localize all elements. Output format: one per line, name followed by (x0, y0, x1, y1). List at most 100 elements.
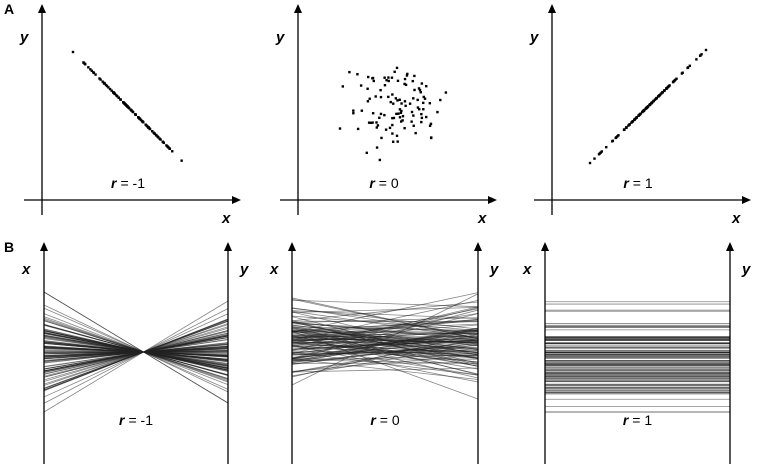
panel-label: A (4, 1, 14, 17)
data-point (425, 115, 428, 119)
left-axis-label: x (269, 261, 279, 278)
r-symbol: r (370, 412, 377, 428)
data-point (379, 88, 382, 92)
data-point (625, 126, 628, 129)
data-point (375, 146, 379, 149)
data-point (395, 112, 398, 116)
data-point (388, 126, 392, 130)
data-point (82, 61, 85, 64)
x-axis-label: x (731, 210, 741, 227)
data-point (662, 89, 666, 93)
data-point (104, 83, 108, 87)
line-group (291, 292, 479, 400)
data-point (661, 91, 664, 94)
r-symbol: r (623, 412, 630, 428)
data-point (389, 100, 392, 104)
data-point (398, 116, 402, 119)
data-point (650, 101, 653, 105)
data-point (423, 97, 427, 100)
coordinate-line (291, 354, 479, 372)
data-point (399, 111, 403, 115)
data-point (439, 98, 442, 102)
coordinate-line (43, 300, 229, 413)
data-point (413, 88, 416, 92)
coordinate-line (43, 341, 229, 362)
data-point (422, 108, 425, 111)
data-point (383, 113, 386, 117)
data-point (420, 120, 423, 124)
data-point (180, 159, 183, 162)
data-point (428, 102, 432, 105)
data-point (599, 151, 602, 154)
data-point (638, 113, 641, 116)
data-point (695, 58, 698, 61)
coordinate-line (291, 367, 479, 373)
data-point (110, 89, 113, 92)
data-point (422, 95, 425, 99)
coordinate-line (43, 327, 229, 381)
coordinate-line (291, 326, 479, 354)
data-point (632, 118, 636, 122)
panel-label: B (4, 239, 14, 255)
x-axis-label: x (221, 210, 231, 227)
data-point (699, 54, 702, 57)
data-point (372, 79, 375, 83)
data-point (387, 79, 390, 83)
data-point (131, 110, 135, 114)
data-point (654, 97, 658, 100)
data-point (157, 136, 160, 139)
data-point (368, 97, 371, 100)
data-point (400, 109, 403, 113)
data-point (396, 140, 399, 143)
data-point (101, 80, 104, 83)
data-point (418, 88, 422, 92)
coordinate-line (291, 331, 479, 342)
data-point (360, 109, 364, 112)
data-point (367, 75, 370, 79)
data-point (399, 120, 403, 123)
data-point (383, 84, 387, 87)
data-point (657, 95, 660, 98)
line-group (43, 291, 229, 413)
data-point (375, 126, 379, 129)
data-point (688, 64, 691, 67)
data-point (704, 48, 708, 52)
data-point (628, 123, 631, 126)
data-point (137, 116, 140, 119)
r-symbol: r (623, 175, 630, 191)
data-point (391, 140, 395, 143)
data-point (371, 112, 375, 115)
data-point (338, 127, 342, 130)
arrowhead (548, 4, 556, 13)
data-point (396, 79, 400, 83)
right-axis-label: y (239, 261, 249, 278)
data-point (161, 140, 165, 144)
arrowhead (488, 196, 497, 204)
data-point (396, 99, 399, 102)
right-axis-label: y (741, 261, 751, 278)
data-point (348, 70, 351, 74)
data-point (413, 74, 416, 78)
coordinate-line (43, 313, 229, 398)
data-point (416, 98, 419, 102)
data-point (429, 122, 433, 126)
data-point (404, 104, 407, 108)
data-point (94, 73, 97, 76)
data-point (410, 110, 414, 114)
arrowhead (742, 196, 751, 204)
data-point (403, 82, 406, 86)
coordinate-line (43, 291, 229, 404)
coordinate-line (291, 333, 479, 354)
coordinate-line (43, 324, 229, 376)
data-point (108, 87, 112, 91)
data-point (611, 139, 615, 142)
data-point (103, 82, 106, 85)
data-point (642, 109, 645, 112)
data-point (641, 110, 644, 114)
data-point (166, 145, 169, 148)
coordinate-line (291, 339, 479, 349)
y-axis-label: y (529, 29, 539, 46)
data-point (112, 91, 115, 94)
coordinate-line (291, 330, 479, 359)
